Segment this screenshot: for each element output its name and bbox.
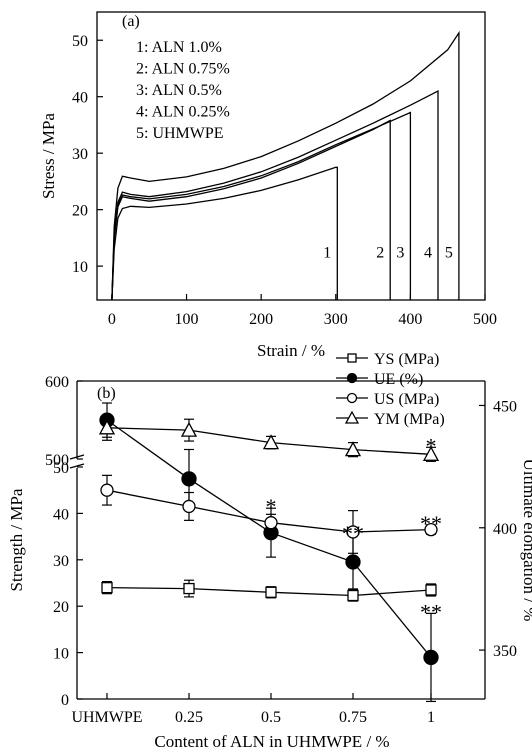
panel-b-y-tick-label: 10 <box>53 646 69 663</box>
panel-b-x-tick-label: 0.75 <box>339 709 367 726</box>
panel-b-point-us <box>182 499 196 514</box>
panel-b-y-tick-label: 500 <box>45 452 69 469</box>
panel-b-point-ym <box>422 445 440 461</box>
panel-b-y-axis-title: Strength / MPa <box>7 488 26 591</box>
panel-b-point-ys <box>101 581 113 594</box>
panel-b-point-us <box>264 516 278 530</box>
panel-a-y-axis-title: Stress / MPa <box>39 113 58 199</box>
panel-b-point-ym <box>262 434 280 450</box>
panel-a-curve-label-4: 4 <box>424 245 432 262</box>
panel-a-legend-entry: 1: ALN 1.0% <box>136 39 222 56</box>
panel-b-point-ys <box>425 584 437 596</box>
panel-a-legend-entry: 5: UHMWPE <box>136 125 224 142</box>
panel-a-legend-entry: 3: ALN 0.5% <box>136 82 222 99</box>
panel-a: (a) 1: ALN 1.0% 2: ALN 0.75% 3: ALN 0.5% 4:… <box>39 11 497 360</box>
panel-b-significance-mark: * <box>426 433 437 458</box>
panel-b-significance-mark: ** <box>420 511 442 536</box>
panel-a-x-tick-label: 300 <box>324 311 348 328</box>
panel-a-frame <box>96 11 486 301</box>
panel-a-curve-label-2: 2 <box>376 245 384 262</box>
panel-b-y-tick-label: 600 <box>45 374 69 391</box>
panel-b-legend-marker-ys <box>347 353 357 363</box>
panel-a-legend-entry: 2: ALN 0.75% <box>136 61 230 78</box>
panel-a-x-ticks: 0 100 200 300 400 500 <box>108 294 497 328</box>
panel-a-curve-5 <box>111 30 460 301</box>
panel-a-y-tick-label: 50 <box>72 33 88 50</box>
panel-b-y2-tick-label: 400 <box>493 521 517 538</box>
panel-b-x-axis-title: Content of ALN in UHMWPE / % <box>154 732 389 751</box>
panel-b-x-tick-label: 0.5 <box>261 709 281 726</box>
panel-b-legend-marker-ym <box>344 410 360 424</box>
panel-a-curves <box>111 30 460 301</box>
panel-b-significance-mark: * <box>266 494 277 519</box>
panel-a-y-tick-label: 40 <box>72 90 88 107</box>
panel-a-y-tick-label: 20 <box>72 203 88 220</box>
panel-a-y-tick-label: 30 <box>72 146 88 163</box>
panel-b-legend-label-us: US (MPa) <box>374 391 439 408</box>
panel-b-x-tick-label: UHMWPE <box>71 709 142 726</box>
panel-a-y-tick-label: 10 <box>72 259 88 276</box>
panel-b-y-tick-label: 40 <box>53 506 69 523</box>
panel-a-curve-label-3: 3 <box>396 245 404 262</box>
panel-b-point-ym <box>98 419 116 435</box>
panel-b-legend-marker-us <box>346 392 358 404</box>
panel-a-curve-label-5: 5 <box>445 245 453 262</box>
panel-b-x-tick-label: 1 <box>427 709 435 726</box>
panel-b-y-tick-label: 50 <box>53 460 69 477</box>
panel-b-axis-break <box>69 454 85 469</box>
panel-a-x-tick-label: 500 <box>473 311 497 328</box>
panel-a-curve-label-1: 1 <box>323 245 331 262</box>
panel-a-curve-1 <box>111 166 338 301</box>
panel-b-annotations: ******** <box>266 433 443 624</box>
panel-b-y-tick-label: 30 <box>53 553 69 570</box>
panel-b-point-us <box>346 525 360 539</box>
panel-b-x-tick-label: 0.25 <box>175 709 203 726</box>
panel-b-legend-label-ys: YS (MPa) <box>374 351 439 368</box>
panel-b-legend: YS (MPa) UE (%) US (MPa) YM (MPa) <box>336 351 445 428</box>
panel-b-legend-marker-ue <box>346 372 358 384</box>
panel-b-point-ys <box>347 589 359 602</box>
panel-a-x-tick-label: 400 <box>398 311 422 328</box>
panel-b-y2-axis-title: Ultimate elongation / % <box>520 459 532 622</box>
panel-b-series <box>98 402 440 703</box>
panel-a-curve-2 <box>111 119 391 301</box>
panel-b-significance-mark: ** <box>342 521 364 546</box>
panel-a-y-ticks: 10 20 30 40 50 <box>72 33 103 276</box>
panel-a-x-axis-title: Strain / % <box>257 341 325 360</box>
panel-b-legend-label-ue: UE (%) <box>374 371 423 388</box>
panel-a-curve-3 <box>111 111 412 301</box>
panel-b-point-us <box>424 522 438 537</box>
panel-b-point-ue <box>181 471 197 487</box>
panel-b-point-ys <box>265 586 277 598</box>
panel-a-label: (a) <box>122 13 140 30</box>
panel-b-legend-label-ym: YM (MPa) <box>374 411 445 428</box>
panel-b-significance-mark: ** <box>420 599 442 624</box>
panel-b-point-ym <box>180 421 198 437</box>
panel-b-point-ue <box>345 554 361 570</box>
panel-a-curve-4 <box>111 90 439 301</box>
panel-b-point-ue <box>423 649 439 666</box>
panel-a-x-tick-label: 100 <box>175 311 199 328</box>
panel-b-label: (b) <box>97 385 116 402</box>
panel-b-y-tick-label: 20 <box>53 599 69 616</box>
panel-b-point-us <box>100 483 114 497</box>
panel-b-y2-tick-label: 450 <box>493 398 517 415</box>
panel-a-legend: 1: ALN 1.0% 2: ALN 0.75% 3: ALN 0.5% 4: ALN… <box>136 39 230 142</box>
panel-b-y2-tick-label: 350 <box>493 643 517 660</box>
panel-a-x-tick-label: 200 <box>249 311 273 328</box>
panel-b-x-ticks: UHMWPE 0.25 0.5 0.75 1 <box>71 693 435 726</box>
panel-b-y-tick-label: 0 <box>61 692 69 709</box>
panel-a-legend-entry: 4: ALN 0.25% <box>136 104 230 121</box>
panel-b-point-ys <box>183 582 195 595</box>
panel-b-y2-ticks: 350 400 450 <box>479 398 517 660</box>
panel-a-x-tick-label: 0 <box>108 311 116 328</box>
panel-b-point-ym <box>344 441 362 457</box>
